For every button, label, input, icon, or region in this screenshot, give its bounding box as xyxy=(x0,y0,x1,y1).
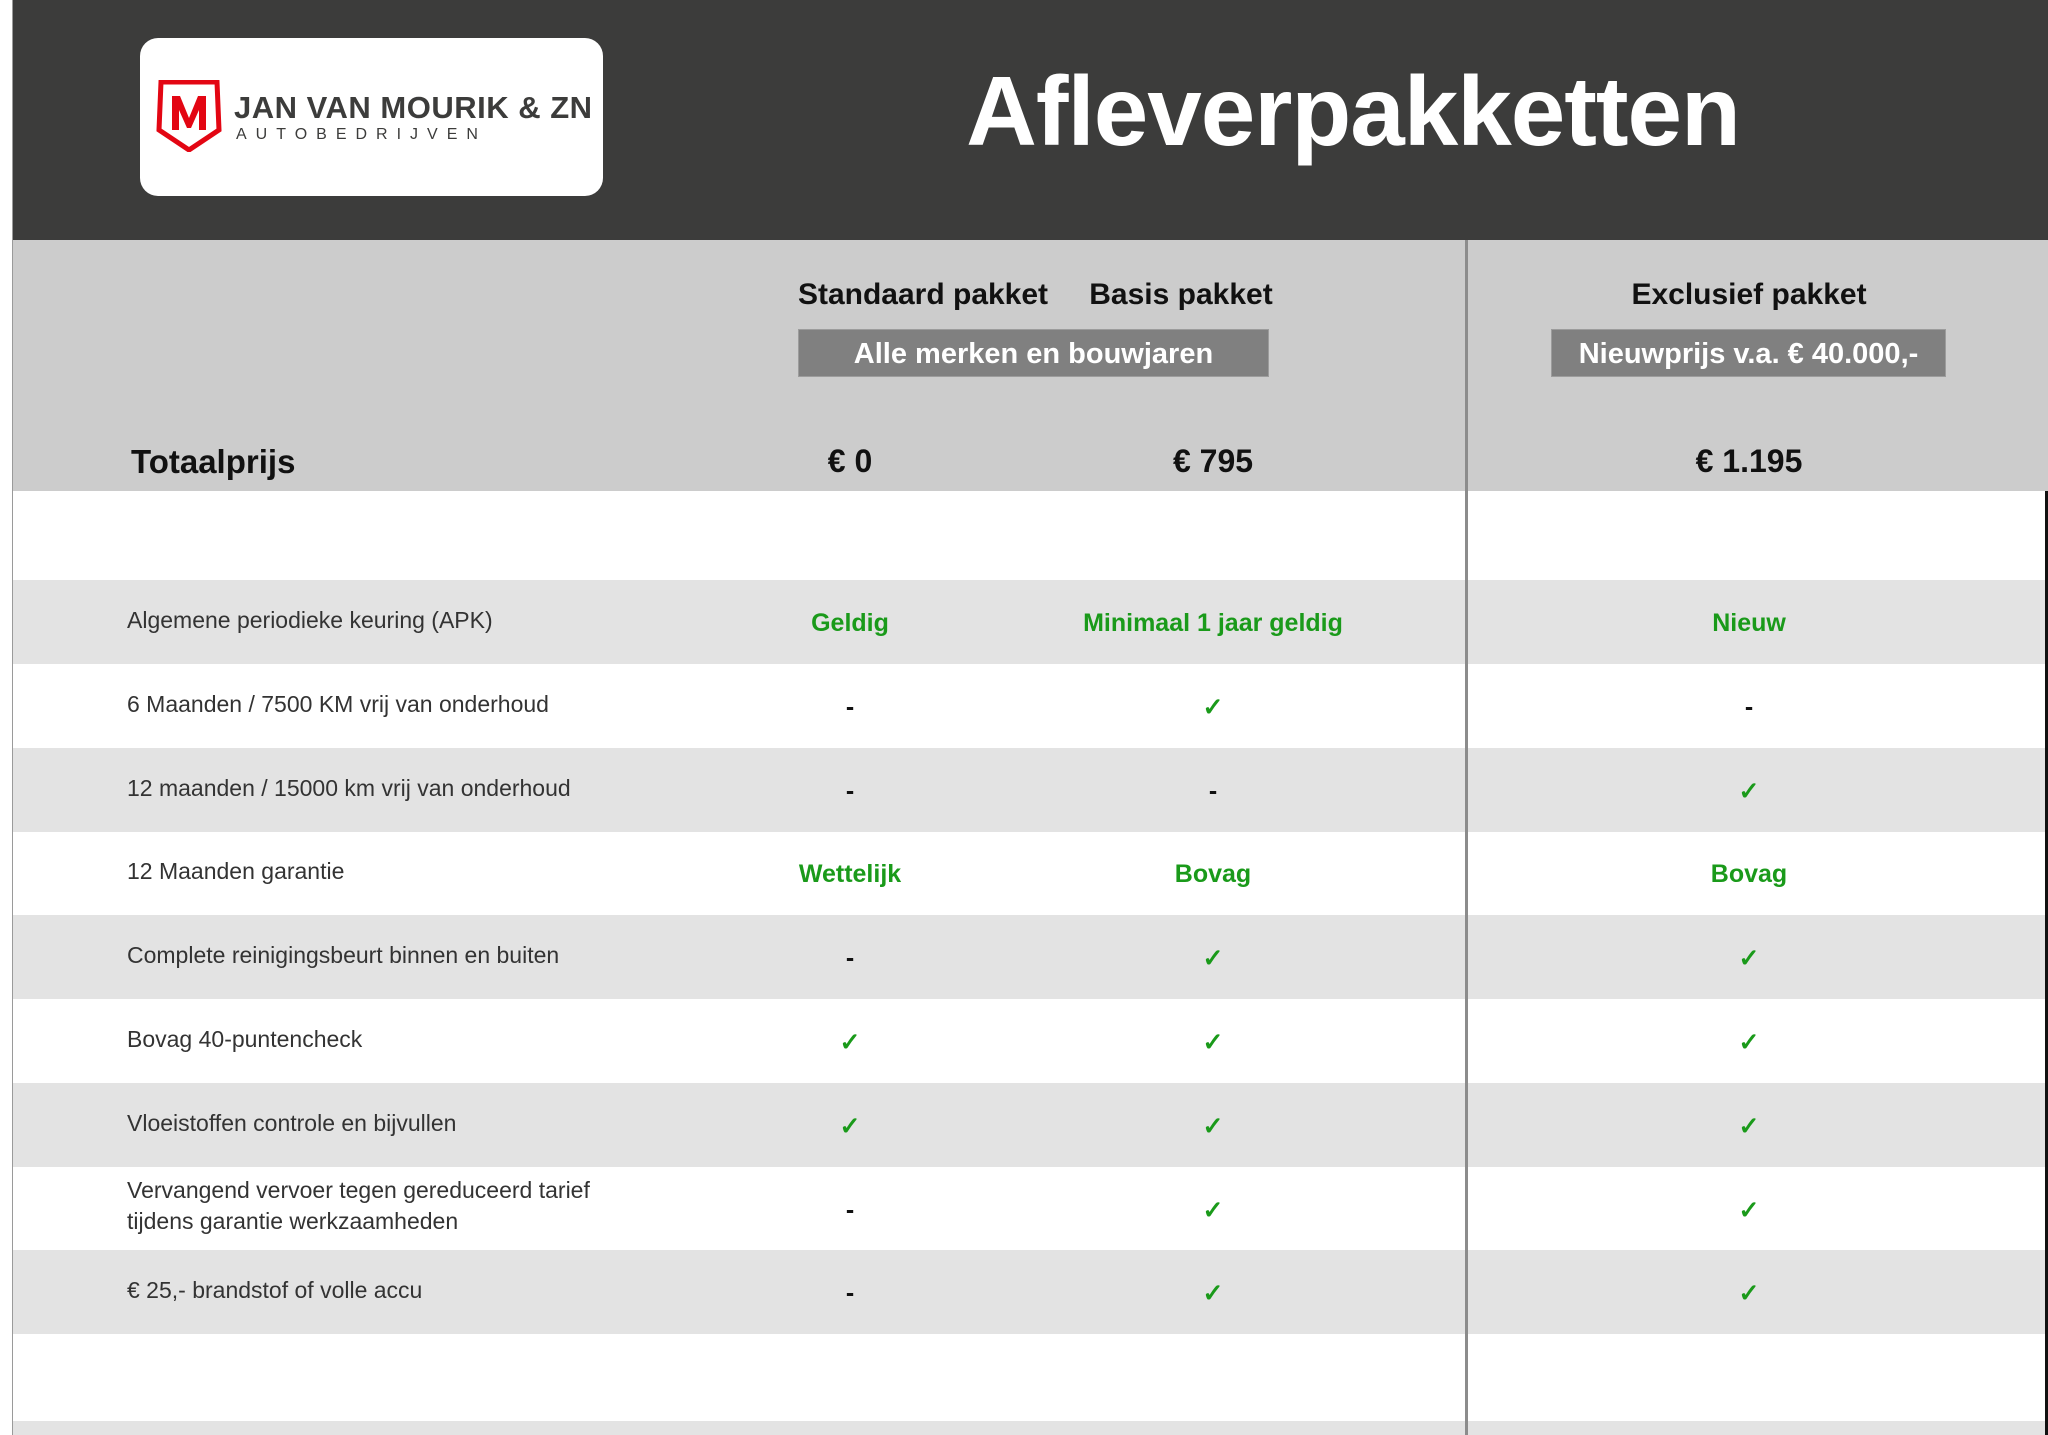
table-row: Vervangend vervoer tegen gereduceerd tar… xyxy=(13,1167,2048,1251)
logo: JAN VAN MOURIK & ZN AUTOBEDRIJVEN xyxy=(140,38,603,196)
check-icon: ✓ xyxy=(1738,1279,1760,1308)
dash-cell: - xyxy=(845,1279,855,1308)
check-icon: ✓ xyxy=(1202,693,1224,722)
check-icon: ✓ xyxy=(1738,1196,1760,1225)
table-row: Algemene periodieke keuring (APK) Geldig M… xyxy=(13,580,2048,664)
check-icon: ✓ xyxy=(1738,1112,1760,1141)
dash-cell: - xyxy=(1744,692,1754,721)
page-right-edge xyxy=(2045,491,2048,1435)
row-label: 6 Maanden / 7500 KM vrij van onderhoud xyxy=(127,689,549,720)
row-label: Algemene periodieke keuring (APK) xyxy=(127,605,493,636)
page-border xyxy=(0,0,13,1435)
row-label: 12 maanden / 15000 km vrij van onderhoud xyxy=(127,773,571,804)
column-header-standaard: Standaard pakket xyxy=(797,278,1049,311)
check-icon: ✓ xyxy=(1738,944,1760,973)
row-label-text: 6 Maanden / 7500 KM vrij van onderhoud xyxy=(127,690,549,717)
bottom-row-strip xyxy=(13,1421,2048,1435)
dash-cell: - xyxy=(845,944,855,973)
logo-name: JAN VAN MOURIK & ZN xyxy=(234,90,593,125)
check-icon: ✓ xyxy=(1738,1028,1760,1057)
price-standaard: € 0 xyxy=(827,443,873,479)
logo-shield-icon xyxy=(156,80,222,152)
table-row: Complete reinigingsbeurt binnen en buite… xyxy=(13,915,2048,1000)
price-exclusief: € 1.195 xyxy=(1695,443,1803,479)
table-row: 12 Maanden garantie Wettelijk Bovag Bovag xyxy=(13,831,2048,915)
value-cell: Geldig xyxy=(811,608,889,637)
row-label-text: Complete reinigingsbeurt binnen en buite… xyxy=(127,942,560,969)
check-icon: ✓ xyxy=(1202,944,1224,973)
table-row: 12 maanden / 15000 km vrij van onderhoud… xyxy=(13,747,2048,832)
logo-subtitle: AUTOBEDRIJVEN xyxy=(236,126,487,143)
check-icon: ✓ xyxy=(839,1112,861,1141)
check-icon: ✓ xyxy=(1202,1112,1224,1141)
value-cell: Bovag xyxy=(1174,860,1252,889)
table-row: € 25,- brandstof of volle accu - ✓ ✓ xyxy=(13,1250,2048,1335)
page-title: Afleverpakketten xyxy=(966,56,1741,166)
value-cell: Bovag xyxy=(1710,860,1788,889)
row-label: € 25,- brandstof of volle accu xyxy=(127,1275,422,1306)
row-label-text-line2: tijdens garantie werkzaamheden xyxy=(127,1207,459,1234)
dash-cell: - xyxy=(1208,776,1218,805)
column-header-basis: Basis pakket xyxy=(1089,278,1273,311)
table-row: 6 Maanden / 7500 KM vrij van onderhoud - ✓… xyxy=(13,664,2048,748)
check-icon: ✓ xyxy=(1738,777,1760,806)
row-label-text: 12 maanden / 15000 km vrij van onderhoud xyxy=(127,774,571,801)
row-label-text: Bovag 40-puntencheck xyxy=(127,1025,363,1052)
value-cell: Wettelijk xyxy=(798,860,902,889)
dash-cell: - xyxy=(845,692,855,721)
row-label-text: Algemene periodieke keuring (APK) xyxy=(127,606,493,633)
row-label: Complete reinigingsbeurt binnen en buite… xyxy=(127,940,559,971)
row-label: Vloeistoffen controle en bijvullen xyxy=(127,1108,456,1139)
dash-cell: - xyxy=(845,1195,855,1224)
row-label-text: 12 Maanden garantie xyxy=(127,858,345,885)
badge-all-brands: Alle merken en bouwjaren xyxy=(798,329,1269,377)
total-price-label: Totaalprijs xyxy=(131,443,296,480)
row-label-text: € 25,- brandstof of volle accu xyxy=(127,1277,423,1304)
column-divider xyxy=(1465,240,1468,1435)
check-icon: ✓ xyxy=(1202,1196,1224,1225)
value-cell: Nieuw xyxy=(1712,608,1786,637)
price-basis: € 795 xyxy=(1172,443,1254,479)
header: JAN VAN MOURIK & ZN AUTOBEDRIJVEN Afleve… xyxy=(13,0,2048,240)
badge-new-price: Nieuwprijs v.a. € 40.000,- xyxy=(1551,329,1946,377)
dash-cell: - xyxy=(845,776,855,805)
row-label-text: Vloeistoffen controle en bijvullen xyxy=(127,1109,457,1136)
check-icon: ✓ xyxy=(1202,1028,1224,1057)
row-label: Vervangend vervoer tegen gereduceerd tar… xyxy=(127,1174,590,1236)
check-icon: ✓ xyxy=(839,1028,861,1057)
row-label: Bovag 40-puntencheck xyxy=(127,1024,362,1055)
check-icon: ✓ xyxy=(1202,1279,1224,1308)
table-row: Bovag 40-puntencheck ✓ ✓ ✓ xyxy=(13,999,2048,1083)
value-cell: Minimaal 1 jaar geldig xyxy=(1083,608,1343,637)
row-label: 12 Maanden garantie xyxy=(127,856,344,887)
row-label-text: Vervangend vervoer tegen gereduceerd tar… xyxy=(127,1176,590,1203)
table-row: Vloeistoffen controle en bijvullen ✓ ✓ ✓ xyxy=(13,1082,2048,1167)
column-header-exclusief: Exclusief pakket xyxy=(1631,278,1867,311)
